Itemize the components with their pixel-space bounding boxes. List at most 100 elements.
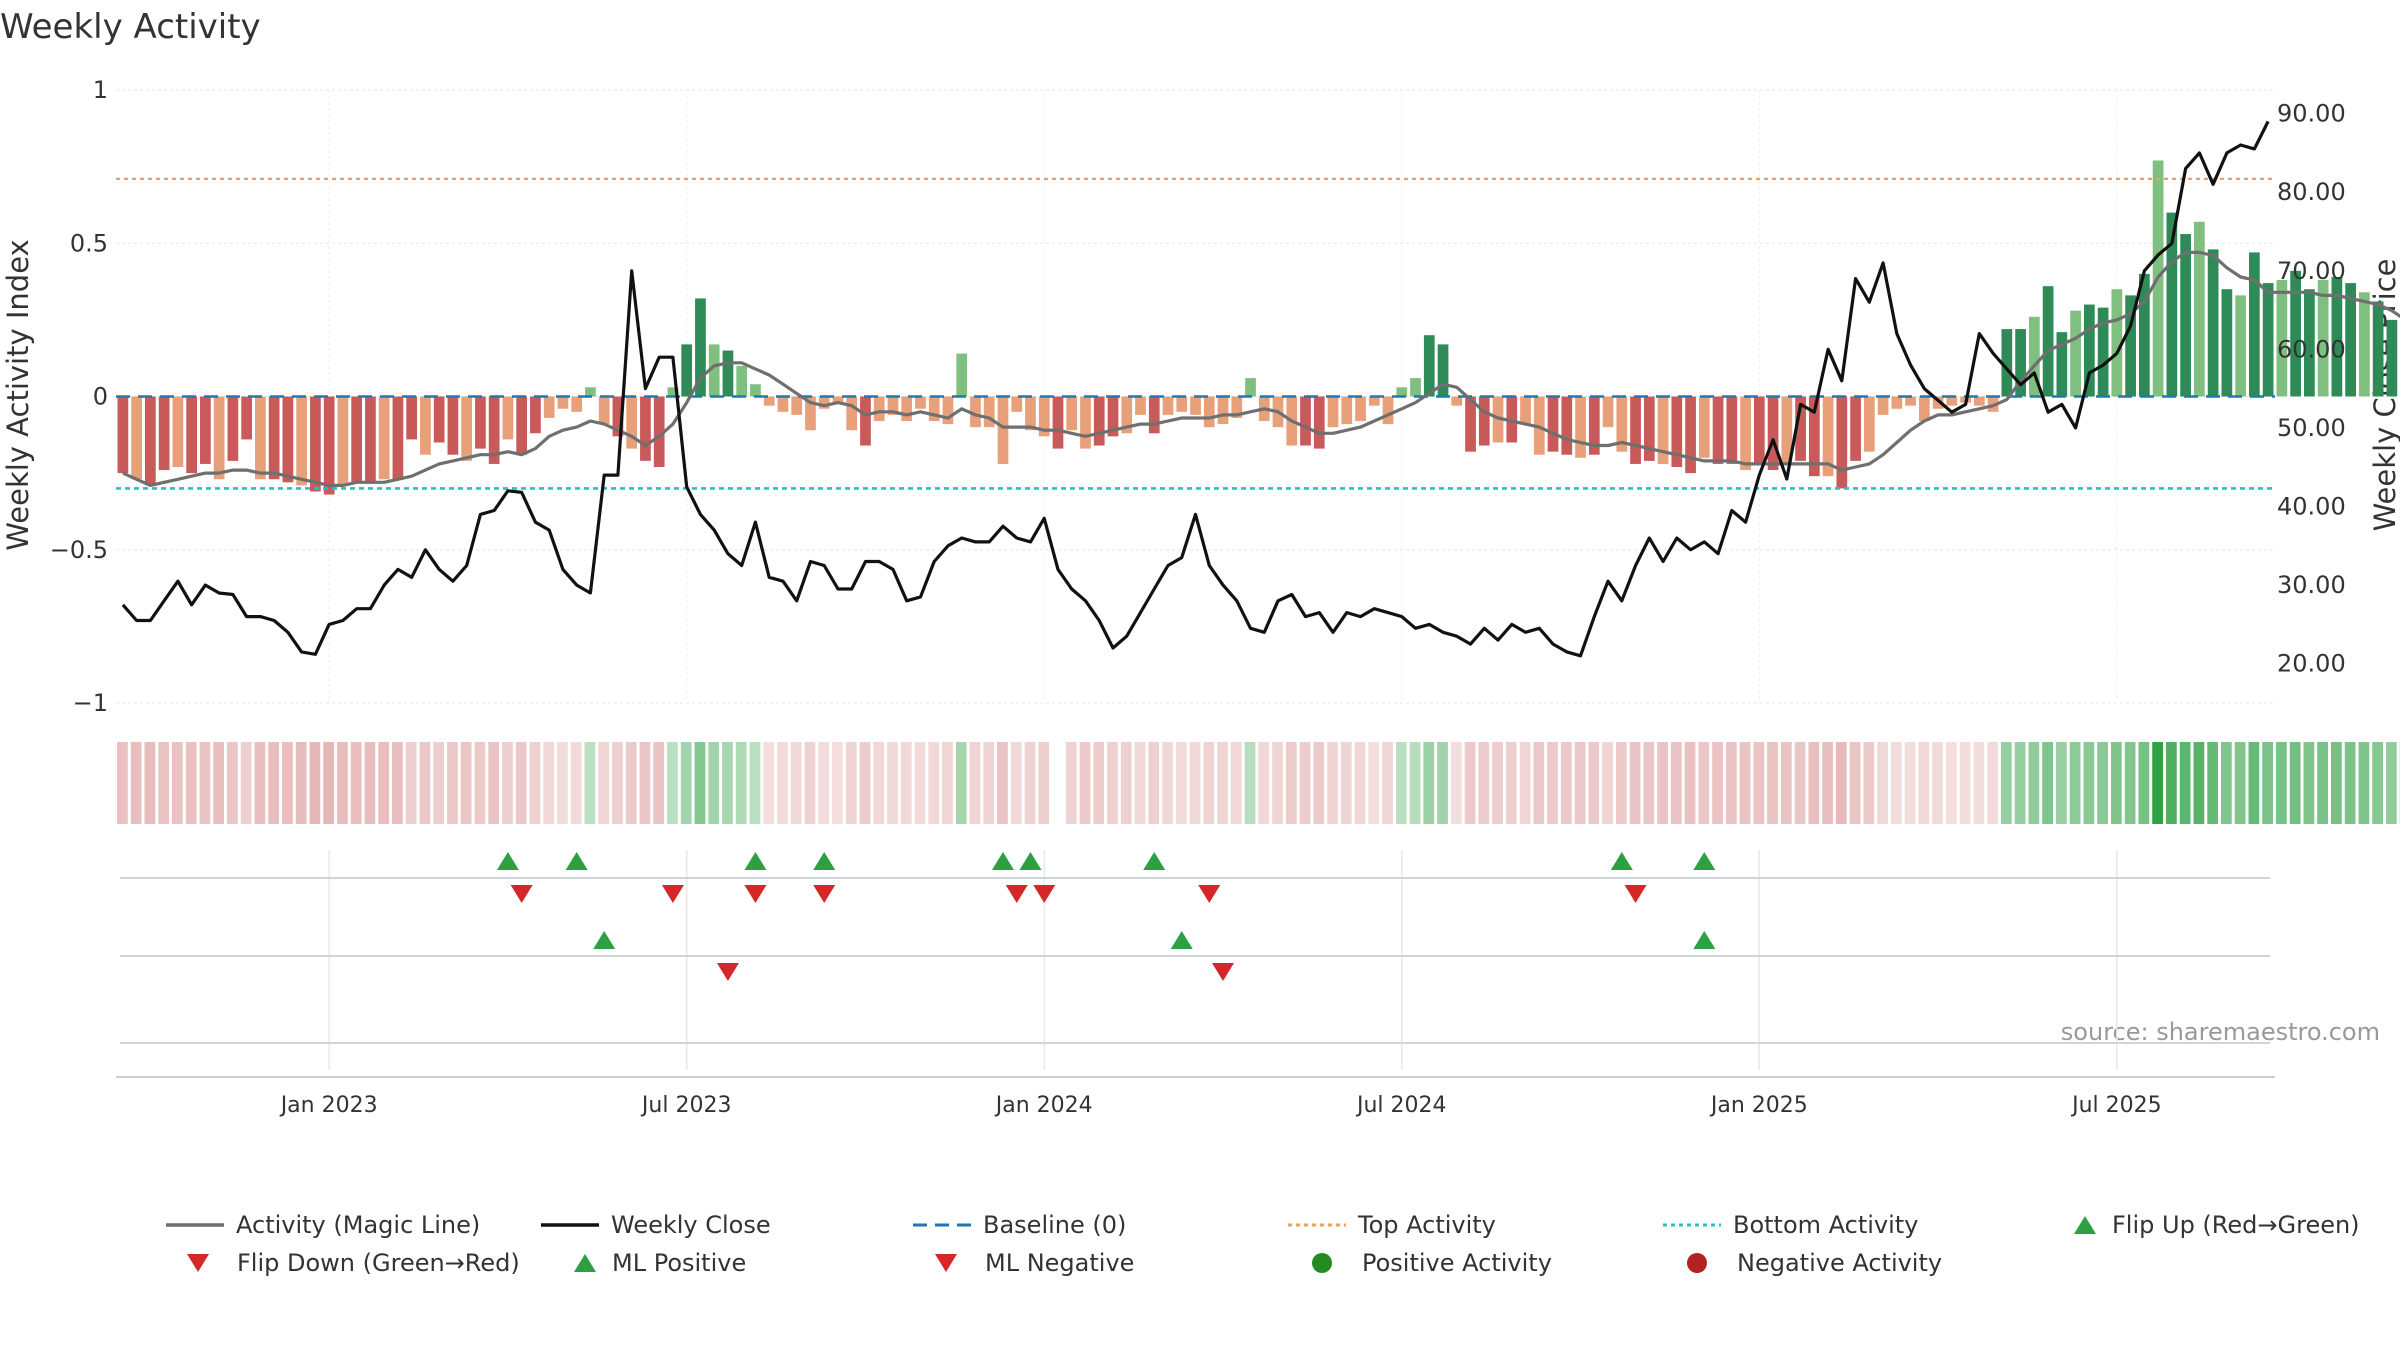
heat-cell xyxy=(804,742,816,824)
heat-cell xyxy=(2234,742,2246,824)
heat-cell xyxy=(1272,742,1283,824)
activity-bar xyxy=(475,396,486,449)
heat-cell xyxy=(2179,742,2191,824)
activity-bar xyxy=(1368,396,1380,406)
heat-cell xyxy=(777,742,788,824)
heat-cell xyxy=(213,742,225,824)
activity-bar xyxy=(818,396,830,409)
heat-cell xyxy=(1588,742,1600,824)
activity-bar xyxy=(640,396,651,461)
heat-cell xyxy=(557,742,568,824)
legend-swatch xyxy=(574,1254,596,1272)
ml-negative-marker xyxy=(716,963,739,981)
activity-bar xyxy=(832,396,844,403)
activity-bar xyxy=(2083,304,2095,397)
activity-bar xyxy=(983,396,995,428)
activity-bar xyxy=(1135,396,1146,415)
heat-cell xyxy=(1148,742,1160,824)
activity-bar xyxy=(1753,396,1765,464)
heat-cell xyxy=(1437,742,1448,824)
heat-cell xyxy=(240,742,252,824)
activity-bar xyxy=(433,396,445,443)
activity-bar xyxy=(1313,396,1325,449)
heat-cell xyxy=(433,742,445,824)
heat-cell xyxy=(914,742,926,824)
heat-cell xyxy=(1175,742,1187,824)
activity-bar xyxy=(1616,396,1628,452)
activity-bar xyxy=(1382,396,1394,425)
heat-cell xyxy=(117,742,128,824)
heat-cell xyxy=(185,742,197,824)
activity-bar xyxy=(1396,387,1408,397)
heat-cell xyxy=(1835,742,1847,824)
heat-cell xyxy=(1162,742,1173,824)
heat-cell xyxy=(172,742,183,824)
flip-down-marker xyxy=(1005,885,1028,903)
heat-cell xyxy=(942,742,953,824)
activity-bar xyxy=(750,384,761,397)
activity-bar xyxy=(2221,289,2233,397)
heat-cell xyxy=(2220,742,2232,824)
right-tick-label: 20.00 xyxy=(2277,650,2346,678)
heat-cell xyxy=(2000,742,2012,824)
heat-cell xyxy=(227,742,238,824)
legend: Activity (Magic Line) Weekly Close Baselin… xyxy=(166,1211,2360,1277)
flip-down-marker xyxy=(1198,885,1221,903)
right-tick-label: 50.00 xyxy=(2277,414,2346,442)
activity-bar xyxy=(928,396,940,422)
activity-bar xyxy=(585,387,596,397)
activity-bar xyxy=(1355,396,1366,422)
activity-bar xyxy=(942,396,954,425)
heat-cell xyxy=(2165,742,2177,824)
heat-cell xyxy=(928,742,940,824)
right-tick-label: 70.00 xyxy=(2277,257,2346,285)
flip-up-marker xyxy=(1143,852,1166,870)
x-tick-label: Jul 2024 xyxy=(1355,1093,1447,1118)
heat-cell xyxy=(1217,742,1228,824)
heat-cell xyxy=(1863,742,1875,824)
activity-bar xyxy=(323,396,335,495)
left-tick-label: −1 xyxy=(73,689,108,717)
activity-bar xyxy=(956,353,968,397)
heat-cell xyxy=(1519,742,1531,824)
activity-bar xyxy=(2056,332,2068,397)
heat-cell xyxy=(1698,742,1710,824)
source-label: source: sharemaestro.com xyxy=(2061,1018,2380,1046)
legend-label: Activity (Magic Line) xyxy=(236,1211,480,1239)
heat-cell xyxy=(790,742,802,824)
heat-cell xyxy=(1093,742,1105,824)
heat-cell xyxy=(1973,742,1985,824)
heat-cell xyxy=(900,742,912,824)
activity-bar xyxy=(2097,307,2109,397)
heat-cell xyxy=(1189,742,1201,824)
activity-bar xyxy=(1698,396,1710,458)
heat-cell xyxy=(1560,742,1572,824)
activity-bar xyxy=(626,396,638,449)
activity-bar xyxy=(2166,212,2178,397)
activity-bar xyxy=(200,396,211,464)
heat-cell xyxy=(969,742,981,824)
activity-bar xyxy=(2207,249,2219,397)
heat-cell xyxy=(1327,742,1338,824)
heat-cell xyxy=(612,742,623,824)
heat-cell xyxy=(1602,742,1613,824)
heat-cell xyxy=(1547,742,1558,824)
activity-bar xyxy=(1080,396,1091,449)
activity-bar xyxy=(1217,396,1229,425)
heat-cell xyxy=(2014,742,2026,824)
chart-title: Weekly Activity xyxy=(0,7,261,47)
heat-cell xyxy=(309,742,321,824)
heat-cell xyxy=(1670,742,1682,824)
activity-bar xyxy=(722,350,734,397)
legend-label: ML Positive xyxy=(612,1249,746,1277)
activity-bar xyxy=(2138,273,2150,397)
heat-cell xyxy=(639,742,651,824)
activity-bar xyxy=(1025,396,1036,431)
activity-bar xyxy=(255,396,266,480)
heat-cell xyxy=(1753,742,1765,824)
legend-swatch xyxy=(935,1254,957,1272)
heat-cell xyxy=(1395,742,1407,824)
activity-bar xyxy=(1520,396,1531,425)
heat-cell xyxy=(722,742,733,824)
left-axis-label: Weekly Activity Index xyxy=(1,239,35,550)
